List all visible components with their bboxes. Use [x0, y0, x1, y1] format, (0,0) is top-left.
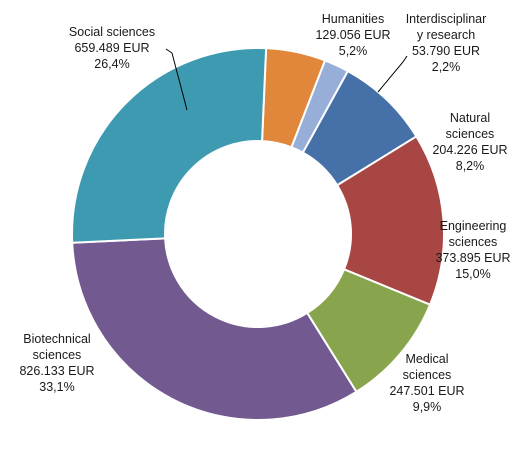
label-percent: 33,1%: [39, 380, 74, 394]
label-value: 659.489 EUR: [74, 41, 149, 55]
slice-biotechnical-sciences: [71, 237, 358, 421]
label-name: Humanities: [322, 12, 385, 26]
label-name: Natural: [450, 111, 490, 125]
label-value: 247.501 EUR: [389, 384, 464, 398]
label-percent: 9,9%: [413, 400, 442, 414]
label-value: 53.790 EUR: [412, 44, 480, 58]
label-name: Engineering: [440, 219, 507, 233]
data-label-biotechnical-sciences: Biotechnical sciences 826.133 EUR 33,1%: [19, 332, 94, 394]
label-name: Medical: [405, 352, 448, 366]
data-label-social-sciences: Social sciences 659.489 EUR 26,4%: [69, 25, 155, 71]
label-value: 204.226 EUR: [432, 143, 507, 157]
data-label-medical-sciences: Medical sciences 247.501 EUR 9,9%: [389, 352, 464, 414]
slice-engineering-sciences: [335, 135, 445, 307]
leader-lines: [165, 48, 408, 111]
leader-line-interdisciplinary-research: [377, 55, 408, 93]
label-value: 129.056 EUR: [315, 28, 390, 42]
label-percent: 8,2%: [456, 159, 485, 173]
label-name: sciences: [449, 235, 498, 249]
data-label-interdisciplinary-research: Interdisciplinar y research 53.790 EUR 2,2%: [406, 12, 487, 74]
data-labels: Humanities 129.056 EUR 5,2% Interdisciplina…: [19, 12, 510, 414]
label-name: sciences: [403, 368, 452, 382]
leader-line-social-sciences: [165, 48, 188, 111]
data-label-humanities: Humanities 129.056 EUR 5,2%: [315, 12, 390, 58]
label-value: 373.895 EUR: [435, 251, 510, 265]
label-percent: 5,2%: [339, 44, 368, 58]
label-value: 826.133 EUR: [19, 364, 94, 378]
label-name: y research: [417, 28, 475, 42]
label-name: Interdisciplinar: [406, 12, 487, 26]
data-label-engineering-sciences: Engineering sciences 373.895 EUR 15,0%: [435, 219, 510, 281]
data-label-natural-sciences: Natural sciences 204.226 EUR 8,2%: [432, 111, 507, 173]
label-percent: 26,4%: [94, 57, 129, 71]
label-name: sciences: [446, 127, 495, 141]
label-name: sciences: [33, 348, 82, 362]
label-percent: 2,2%: [432, 60, 461, 74]
slice-social-sciences: [71, 47, 268, 244]
label-name: Social sciences: [69, 25, 155, 39]
label-percent: 15,0%: [455, 267, 490, 281]
slices: [71, 47, 445, 421]
label-name: Biotechnical: [23, 332, 90, 346]
